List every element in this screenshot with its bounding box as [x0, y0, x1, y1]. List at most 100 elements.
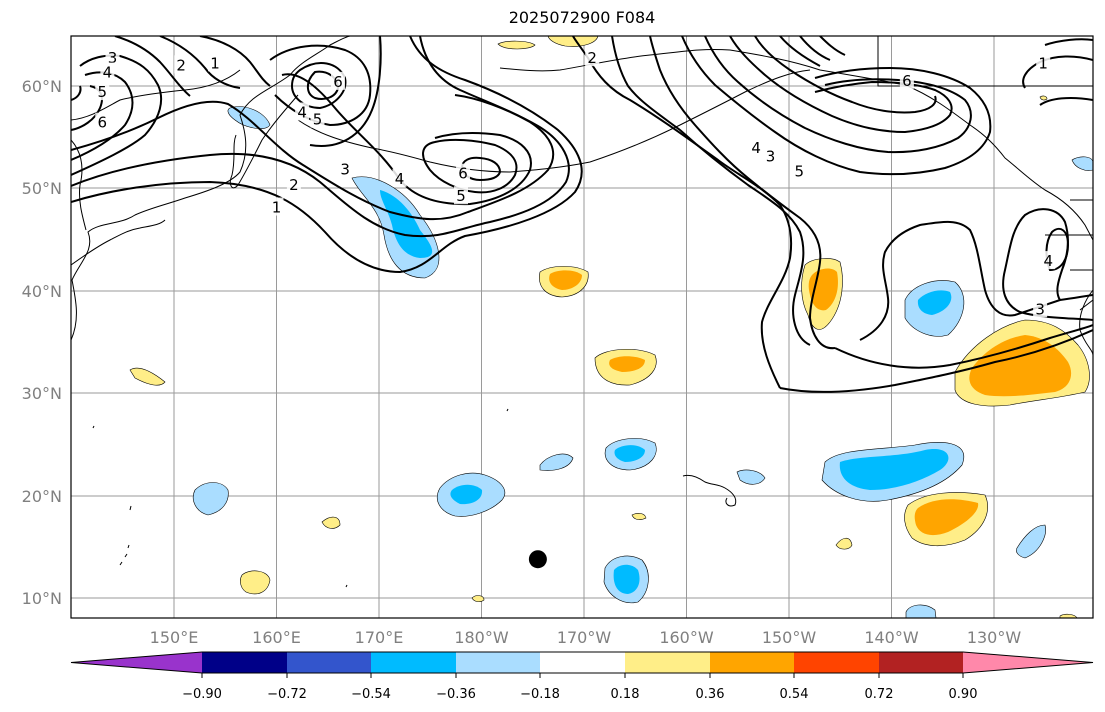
- contour-label: 5: [794, 163, 804, 181]
- contour-label: 5: [313, 111, 323, 129]
- colorbar-segment: [794, 652, 879, 673]
- contour-label: 2: [587, 49, 597, 67]
- contour-line: [754, 36, 937, 114]
- contour-label-bg: [1033, 299, 1048, 318]
- lat-tick-label: 50°N: [22, 179, 62, 198]
- contour-label-bg: [392, 168, 407, 187]
- contour-label-bg: [585, 48, 600, 67]
- contour-line: [114, 36, 191, 97]
- contour-line: [290, 62, 347, 110]
- coastline-japan: [71, 219, 166, 266]
- anomaly-blob-negative: [192, 482, 229, 516]
- anomaly-blob-positive-core: [609, 356, 645, 372]
- colorbar-segment: [287, 652, 371, 673]
- border-province: [1045, 199, 1093, 236]
- contour-line: [71, 85, 82, 101]
- map-frame: [70, 35, 1094, 619]
- anomaly-blob-negative: [539, 453, 574, 471]
- contour-line: [834, 324, 1093, 369]
- colorbar-tick-label: −0.18: [520, 687, 560, 702]
- anomaly-blob-positive: [1059, 613, 1078, 618]
- contour-line: [71, 94, 555, 221]
- colorbar-segment: [371, 652, 456, 673]
- colorbar-segment: [625, 652, 710, 673]
- contour-line: [159, 36, 241, 89]
- anomaly-blob-negative-core: [917, 290, 952, 315]
- anomaly-blob-negative-core: [613, 564, 640, 594]
- contour-label: 3: [766, 147, 776, 165]
- colorbar-tick-label: −0.54: [351, 687, 391, 702]
- axis-ticks: 150°E 160°E 170°E 180°W 170°W 160°W 150°W 140°W…: [22, 77, 1022, 647]
- contour-label: 2: [176, 56, 186, 74]
- contour-label-bg: [174, 55, 189, 74]
- contour-line: [779, 329, 1093, 393]
- lat-tick-label: 40°N: [22, 282, 62, 301]
- contour-label-bg: [1041, 251, 1056, 270]
- anomaly-blob-positive: [835, 537, 853, 550]
- contour-label: 6: [333, 73, 343, 91]
- anomaly-blob-positive: [240, 570, 271, 595]
- contour-line: [819, 36, 846, 56]
- contour-label: 4: [751, 139, 761, 157]
- contour-label: 5: [456, 187, 466, 205]
- contour-label-bg: [899, 70, 914, 89]
- contour-line: [71, 36, 583, 274]
- lat-tick-label: 10°N: [22, 589, 62, 608]
- contour-label: 3: [108, 49, 118, 67]
- lat-tick-label: 30°N: [22, 384, 62, 403]
- anomaly-blob-positive: [321, 516, 341, 529]
- contour-label: 4: [297, 104, 307, 122]
- border-usa: [1070, 269, 1093, 311]
- storm-center-dot: [528, 550, 547, 569]
- contour-label-bg: [749, 138, 764, 157]
- lon-tick-label: 160°W: [659, 628, 714, 647]
- contour-label: 4: [1044, 252, 1054, 270]
- lat-tick-label: 20°N: [22, 487, 62, 506]
- lon-tick-label: 150°W: [762, 628, 817, 647]
- contour-label-bg: [95, 112, 110, 131]
- contour-line: [1039, 96, 1093, 106]
- colorbar-segment: [456, 652, 540, 673]
- colorbar-tick-label: 0.90: [949, 687, 978, 702]
- anomaly-blob-positive-core: [969, 335, 1072, 397]
- contour-label-bg: [100, 62, 115, 81]
- contour-line: [611, 36, 811, 346]
- lon-tick-label: 150°E: [150, 628, 199, 647]
- colorbar-segment: [879, 652, 963, 673]
- colorbar-extend-low: [71, 652, 202, 673]
- anomaly-blob-positive: [1039, 95, 1048, 101]
- colorbar-tick-label: −0.72: [267, 687, 307, 702]
- colorbar-tick-label: 0.72: [865, 687, 894, 702]
- contour-label-bg: [792, 161, 807, 180]
- lon-tick-label: 170°W: [557, 628, 612, 647]
- height-contours: [71, 36, 1093, 393]
- anomaly-blob-negative-core: [614, 445, 645, 462]
- contour-label-bg: [208, 53, 222, 72]
- lon-tick-label: 130°W: [967, 628, 1022, 647]
- contour-line: [1002, 208, 1093, 321]
- coastline-hawaii: [682, 474, 737, 507]
- anomaly-blob-negative-core: [380, 190, 433, 258]
- contour-label-bg: [295, 102, 310, 121]
- contour-label: 1: [272, 199, 282, 217]
- contour-label-bg: [1036, 53, 1051, 72]
- contour-label: 6: [458, 165, 468, 183]
- lon-tick-label: 160°E: [252, 628, 301, 647]
- contour-label: 3: [340, 161, 350, 179]
- colorbar-tick-label: 0.18: [611, 687, 640, 702]
- anomaly-blob-negative-core: [450, 484, 483, 505]
- lon-tick-label: 180°W: [454, 628, 509, 647]
- anomaly-blob-positive-core: [914, 499, 979, 536]
- contour-label: 4: [395, 170, 405, 188]
- anomaly-blob-positive: [547, 36, 599, 47]
- contour-line: [799, 36, 831, 61]
- anomaly-blob-negative: [1016, 524, 1046, 559]
- colorbar-extend-high: [963, 652, 1093, 673]
- contour-label-bg: [456, 163, 471, 182]
- contour-label: 5: [97, 83, 107, 101]
- contour-label-bg: [338, 159, 353, 178]
- contour-label: 3: [1035, 300, 1045, 318]
- contour-label-bg: [310, 109, 325, 128]
